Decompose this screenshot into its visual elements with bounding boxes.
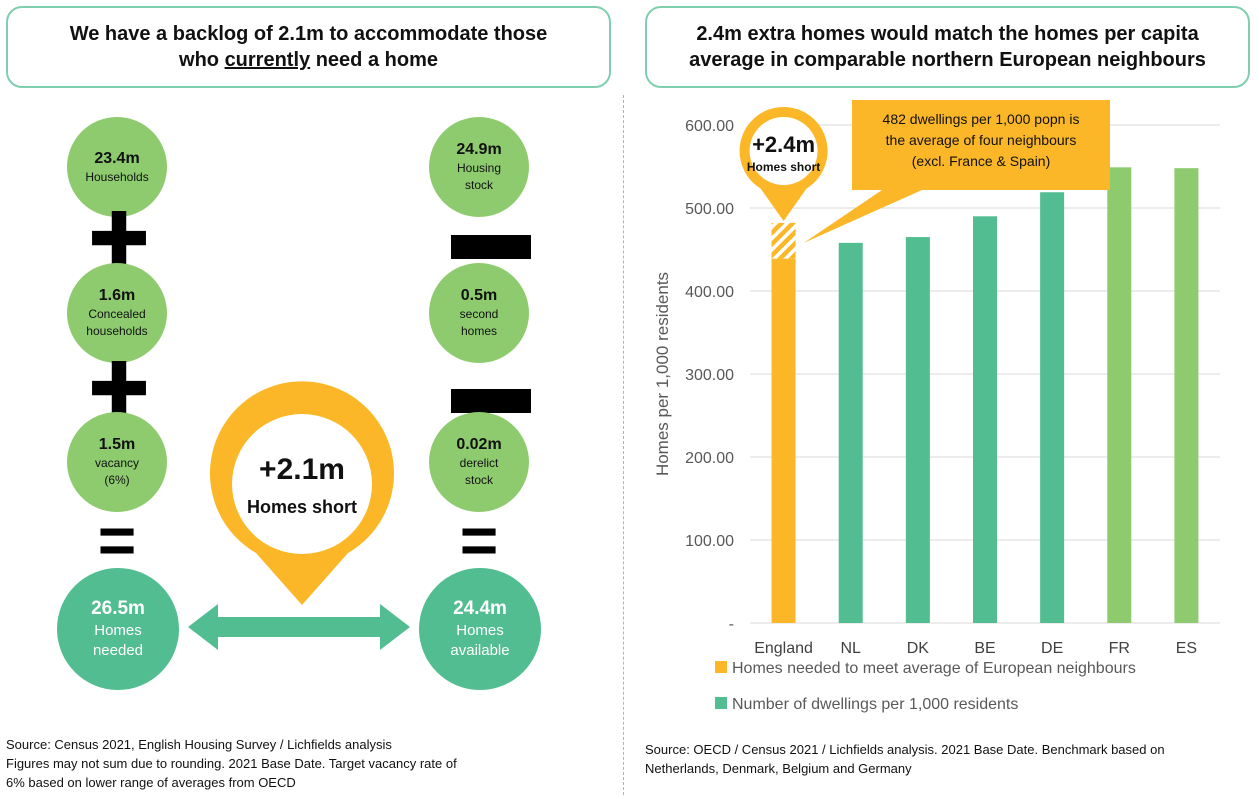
x-tick-label: FR xyxy=(1109,640,1130,657)
callout-line: 482 dwellings per 1,000 popn is xyxy=(883,111,1080,127)
map-pin-inner-circle xyxy=(749,117,818,185)
annotation-layer: +2.4m Homes short 482 dwellings per 1,000 … xyxy=(739,100,1110,243)
left-source-line1: Source: Census 2021, English Housing Sur… xyxy=(6,737,392,752)
housing-stock-value: 24.9m xyxy=(456,141,502,158)
homes-needed-value: 26.5m xyxy=(91,598,145,619)
vacancy-label1: vacancy xyxy=(94,456,140,470)
right-source-line2: Netherlands, Denmark, Belgium and German… xyxy=(645,761,912,776)
labels-layer: - 100.00 200.00 300.00 400.00 500.00 600.00 Hom… xyxy=(653,118,1197,657)
bar-england xyxy=(771,258,796,623)
bar-be xyxy=(973,216,997,624)
housing-stock-circle: 24.9m Housing stock xyxy=(429,117,529,217)
left-source: Source: Census 2021, English Housing Sur… xyxy=(6,735,616,792)
households-value: 23.4m xyxy=(94,149,140,167)
left-title-line1: We have a backlog of 2.1m to accommodate… xyxy=(69,23,548,45)
left-panel-title: We have a backlog of 2.1m to accommodate… xyxy=(6,6,611,88)
vacancy-circle: 1.5m vacancy (6%) xyxy=(67,412,167,512)
bar-nl xyxy=(838,242,863,624)
derelict-label2: stock xyxy=(464,473,493,487)
homes-available-value: 24.4m xyxy=(453,598,507,619)
homes-available-label2: available xyxy=(450,642,510,659)
y-tick-label: 600.00 xyxy=(685,118,734,135)
left-title-line2: who currently need a home xyxy=(70,47,548,73)
pin-value: +2.4m xyxy=(752,132,815,157)
callout-line: the average of four neighbours xyxy=(886,132,1077,148)
left-source-line2: Figures may not sum due to rounding. 202… xyxy=(6,756,457,771)
x-tick-label: DK xyxy=(907,640,930,657)
vacancy-label2: (6%) xyxy=(104,473,130,487)
legend-label: Homes needed to meet average of European… xyxy=(732,660,1136,677)
x-tick-label: England xyxy=(754,640,813,657)
derelict-label1: derelict xyxy=(459,456,499,470)
homes-per-capita-chart: - 100.00 200.00 300.00 400.00 500.00 600.00 Hom… xyxy=(653,100,1220,713)
y-tick-label: - xyxy=(729,616,734,633)
y-axis-label: Homes per 1,000 residents xyxy=(653,272,672,476)
right-source: Source: OECD / Census 2021 / Lichfields … xyxy=(645,740,1250,778)
x-tick-label: BE xyxy=(974,640,995,657)
concealed-label2: households xyxy=(86,324,148,338)
y-tick-label: 500.00 xyxy=(685,201,734,218)
households-label: Households xyxy=(85,169,149,184)
callout-line: (excl. France & Spain) xyxy=(912,153,1051,169)
derelict-value: 0.02m xyxy=(456,436,502,453)
bar-de xyxy=(1040,192,1065,623)
y-tick-label: 200.00 xyxy=(685,450,734,467)
legend-layer: Homes needed to meet average of European… xyxy=(715,660,1136,713)
gap-value: +2.1m xyxy=(259,453,345,486)
double-arrow-icon xyxy=(188,604,410,650)
pin-label: Homes short xyxy=(747,160,820,174)
concealed-value: 1.6m xyxy=(98,287,136,304)
right-title-line1: 2.4m extra homes would match the homes p… xyxy=(696,23,1199,45)
concealed-label1: Concealed xyxy=(88,307,146,321)
left-title-post: need a home xyxy=(310,49,438,71)
derelict-stock-circle: 0.02m derelict stock xyxy=(429,412,529,512)
housing-stock-label2: stock xyxy=(464,178,493,192)
right-source-line1: Source: OECD / Census 2021 / Lichfields … xyxy=(645,742,1165,757)
homes-needed-label2: needed xyxy=(92,642,144,659)
bars-layer xyxy=(771,167,1199,624)
legend-swatch xyxy=(715,661,727,673)
housing-stock-label1: Housing xyxy=(456,161,502,175)
callout-box xyxy=(803,100,1110,243)
concealed-households-circle: 1.6m Concealed households xyxy=(67,263,167,363)
left-graphics xyxy=(188,381,410,650)
bar-es xyxy=(1174,168,1199,623)
y-tick-label: 300.00 xyxy=(685,367,734,384)
panel-divider xyxy=(623,95,624,795)
x-tick-label: DE xyxy=(1041,640,1063,657)
second-homes-label1: second xyxy=(459,307,499,321)
x-tick-label: NL xyxy=(840,640,861,657)
left-title-pre: who xyxy=(179,49,225,71)
y-tick-label: 400.00 xyxy=(685,284,734,301)
left-source-line3: 6% based on lower range of averages from… xyxy=(6,775,296,790)
homes-needed-label1: Homes xyxy=(94,622,142,639)
homes-available-circle: 24.4m Homes available xyxy=(419,568,541,690)
homes-available-label1: Homes xyxy=(456,622,504,639)
second-homes-value: 0.5m xyxy=(460,287,498,304)
legend-swatch xyxy=(715,697,727,709)
left-title-underlined: currently xyxy=(224,49,311,71)
households-circle: 23.4m Households xyxy=(67,117,167,217)
homes-needed-circle: 26.5m Homes needed xyxy=(57,568,179,690)
second-homes-label2: homes xyxy=(460,324,498,338)
gap-label: Homes short xyxy=(246,497,358,517)
bar-dk xyxy=(905,237,930,624)
right-panel-title: 2.4m extra homes would match the homes p… xyxy=(645,6,1250,88)
right-title-line2: average in comparable northern European … xyxy=(689,49,1206,71)
map-pin-inner-circle xyxy=(232,414,372,554)
legend-label: Number of dwellings per 1,000 residents xyxy=(732,696,1018,713)
y-tick-label: 100.00 xyxy=(685,533,734,550)
bar-fr xyxy=(1107,167,1132,623)
second-homes-circle: 0.5m second homes xyxy=(429,263,529,363)
vacancy-value: 1.5m xyxy=(98,436,136,453)
x-tick-label: ES xyxy=(1176,640,1197,657)
bar-extra-england xyxy=(771,222,796,259)
